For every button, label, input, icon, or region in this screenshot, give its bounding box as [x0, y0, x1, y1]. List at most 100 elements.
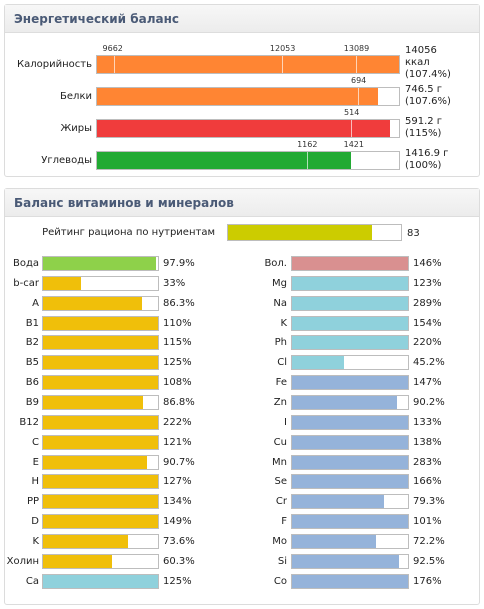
nutrient-bar-fill — [43, 297, 143, 310]
nutrient-bar-zn[interactable] — [291, 395, 409, 410]
nutrient-value-item-0: 97.9% — [163, 258, 195, 269]
nutrient-bar-item-0[interactable] — [42, 256, 159, 271]
rating-value: 83 — [407, 228, 420, 239]
nutrient-label-b-car: b-car — [13, 278, 39, 289]
nutrient-bar-na[interactable] — [291, 296, 409, 311]
nutrient-bar-si[interactable] — [291, 554, 409, 569]
energy-row-label: Белки — [60, 91, 92, 102]
nutrient-bar-se[interactable] — [291, 474, 409, 489]
nutrient-bar-pp[interactable] — [42, 494, 159, 509]
nutrient-value-b2: 115% — [163, 337, 192, 348]
nutrient-bar-b-car[interactable] — [42, 276, 159, 291]
nutrient-bar-b9[interactable] — [42, 395, 159, 410]
nutrient-label-ph: Ph — [274, 337, 287, 348]
nutrient-value-co: 176% — [413, 576, 442, 587]
vitamin-panel-title: Баланс витаминов и минералов — [14, 196, 234, 210]
nutrient-bar-a[interactable] — [42, 296, 159, 311]
nutrient-label-cu: Cu — [273, 437, 287, 448]
nutrient-bar-co[interactable] — [291, 574, 409, 589]
energy-marker-label: 1421 — [343, 140, 364, 149]
energy-marker-line — [355, 56, 357, 73]
nutrient-value-zn: 90.2% — [413, 397, 445, 408]
energy-bar[interactable] — [96, 151, 400, 170]
energy-bar[interactable] — [96, 119, 400, 138]
nutrient-bar-cl[interactable] — [291, 355, 409, 370]
nutrient-bar-fill — [43, 495, 158, 508]
nutrient-value-na: 289% — [413, 298, 442, 309]
energy-marker-line — [306, 152, 308, 169]
nutrient-bar-item-15[interactable] — [42, 554, 159, 569]
nutrient-bar-fill — [292, 436, 408, 449]
nutrient-bar-mn[interactable] — [291, 455, 409, 470]
energy-bar[interactable] — [96, 87, 400, 106]
nutrient-bar-fill — [292, 416, 408, 429]
nutrient-bar-i[interactable] — [291, 415, 409, 430]
nutrient-bar-fill — [292, 515, 408, 528]
energy-marker-label: 13089 — [343, 44, 370, 53]
nutrient-value-c: 121% — [163, 437, 192, 448]
energy-value-1: 746.5 г — [405, 84, 443, 95]
nutrient-bar-mo[interactable] — [291, 534, 409, 549]
nutrient-bar-e[interactable] — [42, 455, 159, 470]
energy-marker-label: 1162 — [297, 140, 318, 149]
nutrient-bar-item-0[interactable] — [291, 256, 409, 271]
nutrient-bar-fill — [43, 515, 158, 528]
energy-marker-label: 12053 — [269, 44, 296, 53]
nutrient-value-cl: 45.2% — [413, 357, 445, 368]
nutrient-label-co: Co — [273, 576, 287, 587]
energy-marker-line — [353, 152, 355, 169]
nutrient-bar-ph[interactable] — [291, 335, 409, 350]
nutrient-value-a: 86.3% — [163, 298, 195, 309]
nutrient-bar-f[interactable] — [291, 514, 409, 529]
energy-marker-line — [357, 88, 359, 105]
nutrient-label-b5: B5 — [25, 357, 39, 368]
nutrient-bar-b12[interactable] — [42, 415, 159, 430]
nutrient-label-b9: B9 — [25, 397, 39, 408]
nutrient-label-b1: B1 — [25, 318, 39, 329]
nutrient-bar-fill — [43, 376, 158, 389]
nutrient-bar-fill — [43, 436, 158, 449]
nutrient-bar-d[interactable] — [42, 514, 159, 529]
vitamin-panel-header: Баланс витаминов и минералов — [5, 189, 479, 217]
nutrient-bar-b1[interactable] — [42, 316, 159, 331]
nutrient-bar-cu[interactable] — [291, 435, 409, 450]
nutrient-bar-c[interactable] — [42, 435, 159, 450]
rating-bar[interactable] — [227, 224, 402, 241]
nutrient-bar-mg[interactable] — [291, 276, 409, 291]
nutrient-bar-fill — [292, 456, 408, 469]
nutrient-bar-b5[interactable] — [42, 355, 159, 370]
nutrient-bar-fill — [43, 336, 158, 349]
nutrient-bar-cr[interactable] — [291, 494, 409, 509]
nutrient-bar-fill — [292, 336, 408, 349]
energy-marker-line — [282, 56, 284, 73]
energy-bar-fill — [97, 152, 351, 169]
nutrient-bar-fe[interactable] — [291, 375, 409, 390]
nutrient-value-mo: 72.2% — [413, 536, 445, 547]
nutrient-bar-fill — [292, 356, 345, 369]
nutrient-value-f: 101% — [413, 516, 442, 527]
rating-bar-fill — [228, 225, 372, 240]
energy-bar[interactable] — [96, 55, 400, 74]
nutrient-bar-fill — [43, 416, 158, 429]
energy-marker-label: 694 — [351, 76, 367, 85]
nutrient-bar-k[interactable] — [291, 316, 409, 331]
energy-bar-fill — [97, 120, 390, 137]
nutrient-bar-fill — [43, 535, 128, 548]
energy-panel-header: Энергетический баланс — [5, 5, 479, 33]
nutrient-bar-ca[interactable] — [42, 574, 159, 589]
nutrient-value-fe: 147% — [413, 377, 442, 388]
nutrient-bar-fill — [43, 555, 113, 568]
nutrient-bar-h[interactable] — [42, 474, 159, 489]
nutrient-bar-b2[interactable] — [42, 335, 159, 350]
nutrient-bar-fill — [292, 297, 408, 310]
energy-row-label: Калорийность — [17, 59, 92, 70]
nutrient-bar-k[interactable] — [42, 534, 159, 549]
nutrient-label-k: K — [280, 318, 287, 329]
nutrient-value-ph: 220% — [413, 337, 442, 348]
nutrient-bar-b6[interactable] — [42, 375, 159, 390]
energy-value-1: 14056 — [405, 45, 437, 56]
nutrient-value-item-0: 146% — [413, 258, 442, 269]
nutrient-label-e: E — [32, 457, 39, 468]
nutrient-value-mg: 123% — [413, 278, 442, 289]
nutrient-label-se: Se — [274, 476, 288, 487]
